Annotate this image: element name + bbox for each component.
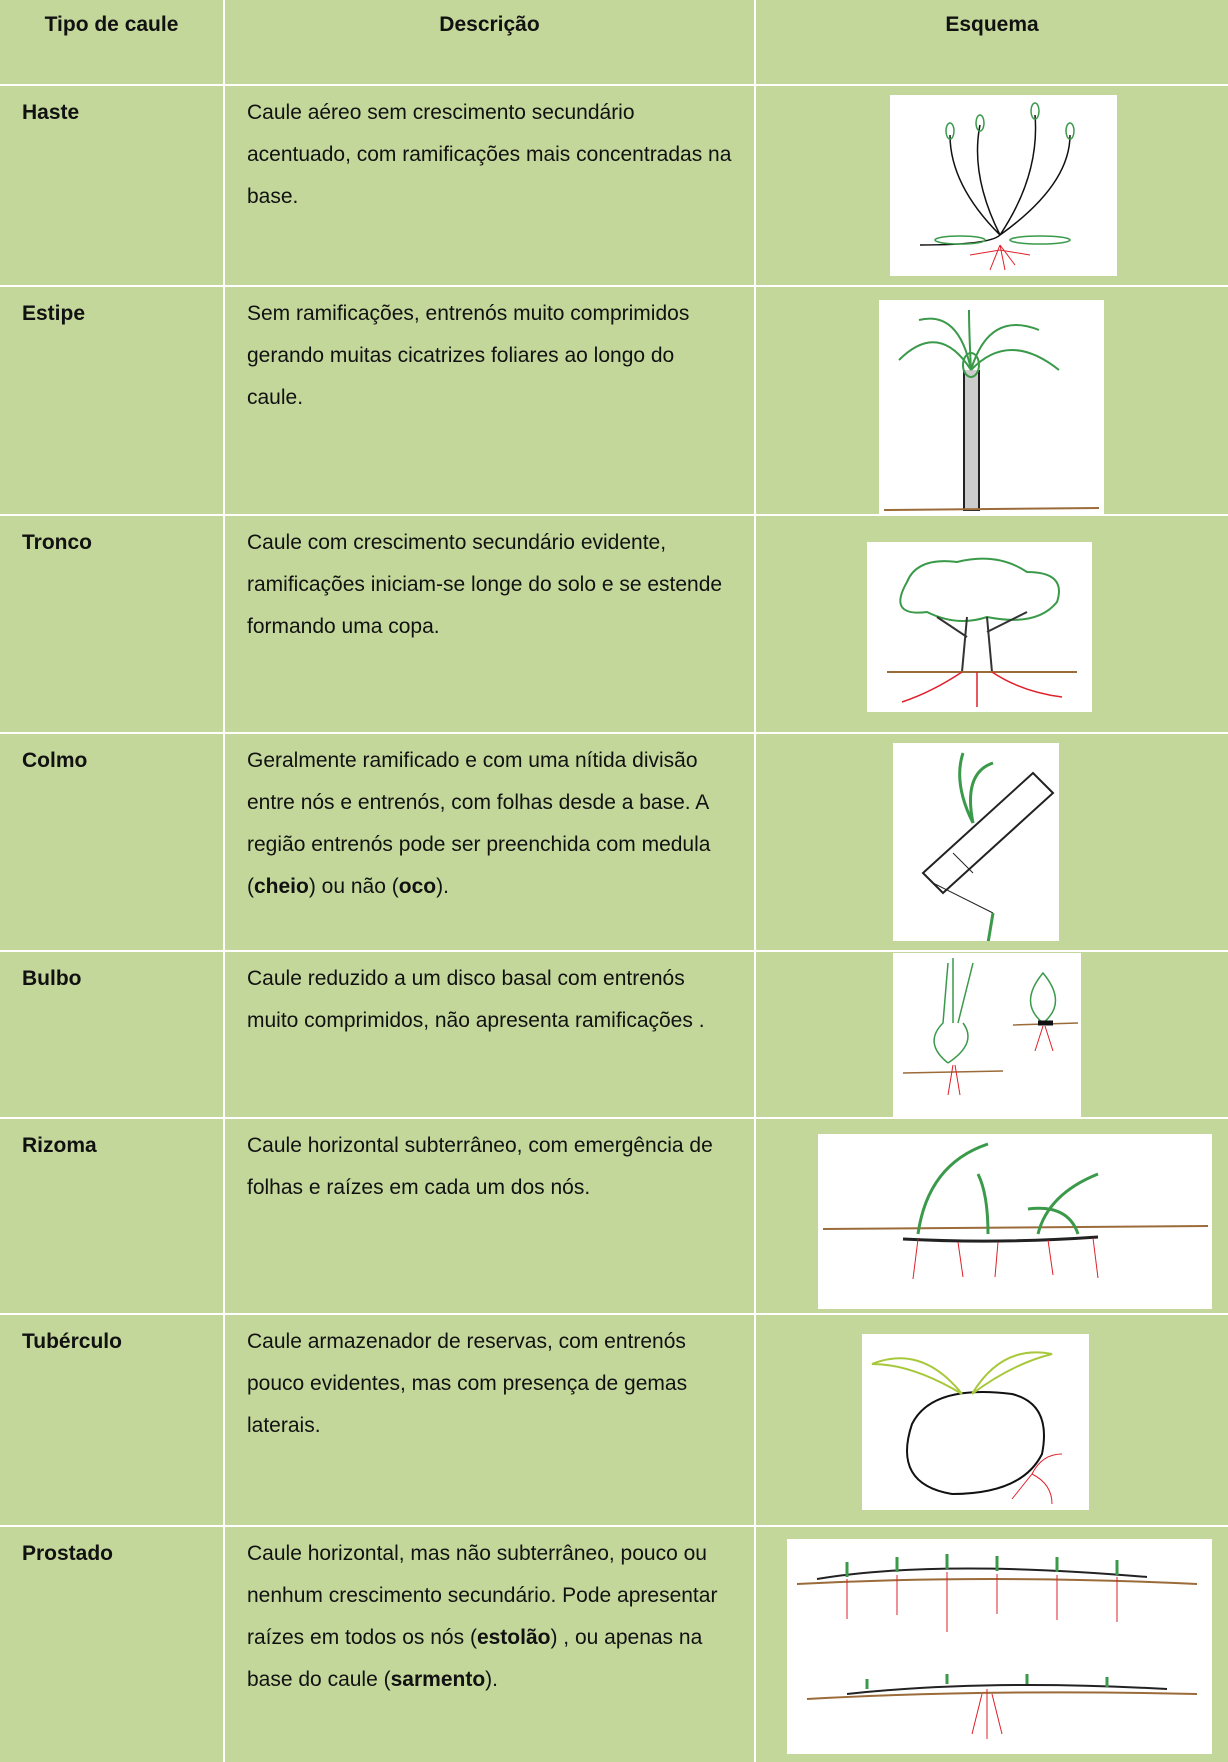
header-cell: Descrição xyxy=(225,0,754,84)
sketch xyxy=(796,1554,1198,1739)
row-name: Haste xyxy=(0,86,223,285)
description-text: ) , ou apenas na base do caule ( xyxy=(247,1626,703,1691)
row-name: Tubérculo xyxy=(0,1315,223,1525)
schema-image xyxy=(867,542,1092,712)
description-text: ). xyxy=(485,1668,498,1691)
row-name: Rizoma xyxy=(0,1119,223,1313)
description-text: Sem ramificações, entrenós muito comprim… xyxy=(247,302,690,409)
schema-image xyxy=(893,743,1059,941)
schema-image xyxy=(890,95,1117,276)
row-description: Caule reduzido a um disco basal com entr… xyxy=(225,952,754,1117)
row-description: Caule aéreo sem crescimento secundário a… xyxy=(225,86,754,285)
header-cell: Tipo de caule xyxy=(0,0,223,84)
bold-term: sarmento xyxy=(390,1668,486,1691)
description-text: Caule armazenador de reservas, com entre… xyxy=(247,1330,688,1437)
description-text: Caule com crescimento secundário evident… xyxy=(247,531,723,638)
row-description: Caule armazenador de reservas, com entre… xyxy=(225,1315,754,1525)
sketch xyxy=(921,752,1055,941)
row-name: Estipe xyxy=(0,287,223,514)
bold-term: oco xyxy=(398,875,437,898)
schema-image xyxy=(879,300,1104,520)
row-description: Caule horizontal, mas não subterrâneo, p… xyxy=(225,1527,754,1762)
sketch xyxy=(887,557,1077,707)
bold-term: cheio xyxy=(254,875,309,898)
row-name: Colmo xyxy=(0,734,223,950)
header-cell: Esquema xyxy=(756,0,1228,84)
bold-term: estolão xyxy=(476,1626,551,1649)
row-name: Tronco xyxy=(0,516,223,732)
schema-image xyxy=(893,953,1081,1117)
description-text: Caule horizontal, mas não subterrâneo, p… xyxy=(247,1542,718,1649)
sketch xyxy=(902,958,1079,1096)
schema-image xyxy=(818,1134,1212,1309)
sketch xyxy=(883,309,1100,511)
sketch xyxy=(919,102,1075,271)
row-description: Sem ramificações, entrenós muito comprim… xyxy=(225,287,754,514)
schema-image xyxy=(862,1334,1089,1510)
description-text: Caule reduzido a um disco basal com entr… xyxy=(247,967,705,1032)
description-text: Caule aéreo sem crescimento secundário a… xyxy=(247,101,732,208)
row-name: Bulbo xyxy=(0,952,223,1117)
sketch xyxy=(871,1351,1063,1505)
description-text: ). xyxy=(436,875,449,898)
description-text: Geralmente ramificado e com uma nítida d… xyxy=(247,749,711,898)
row-description: Geralmente ramificado e com uma nítida d… xyxy=(225,734,754,950)
row-name: Prostado xyxy=(0,1527,223,1762)
row-description: Caule horizontal subterrâneo, com emergê… xyxy=(225,1119,754,1313)
description-text: Caule horizontal subterrâneo, com emergê… xyxy=(247,1134,713,1199)
description-text: ) ou não ( xyxy=(308,875,399,898)
sketch xyxy=(822,1142,1209,1280)
schema-image xyxy=(787,1539,1212,1754)
row-description: Caule com crescimento secundário evident… xyxy=(225,516,754,732)
